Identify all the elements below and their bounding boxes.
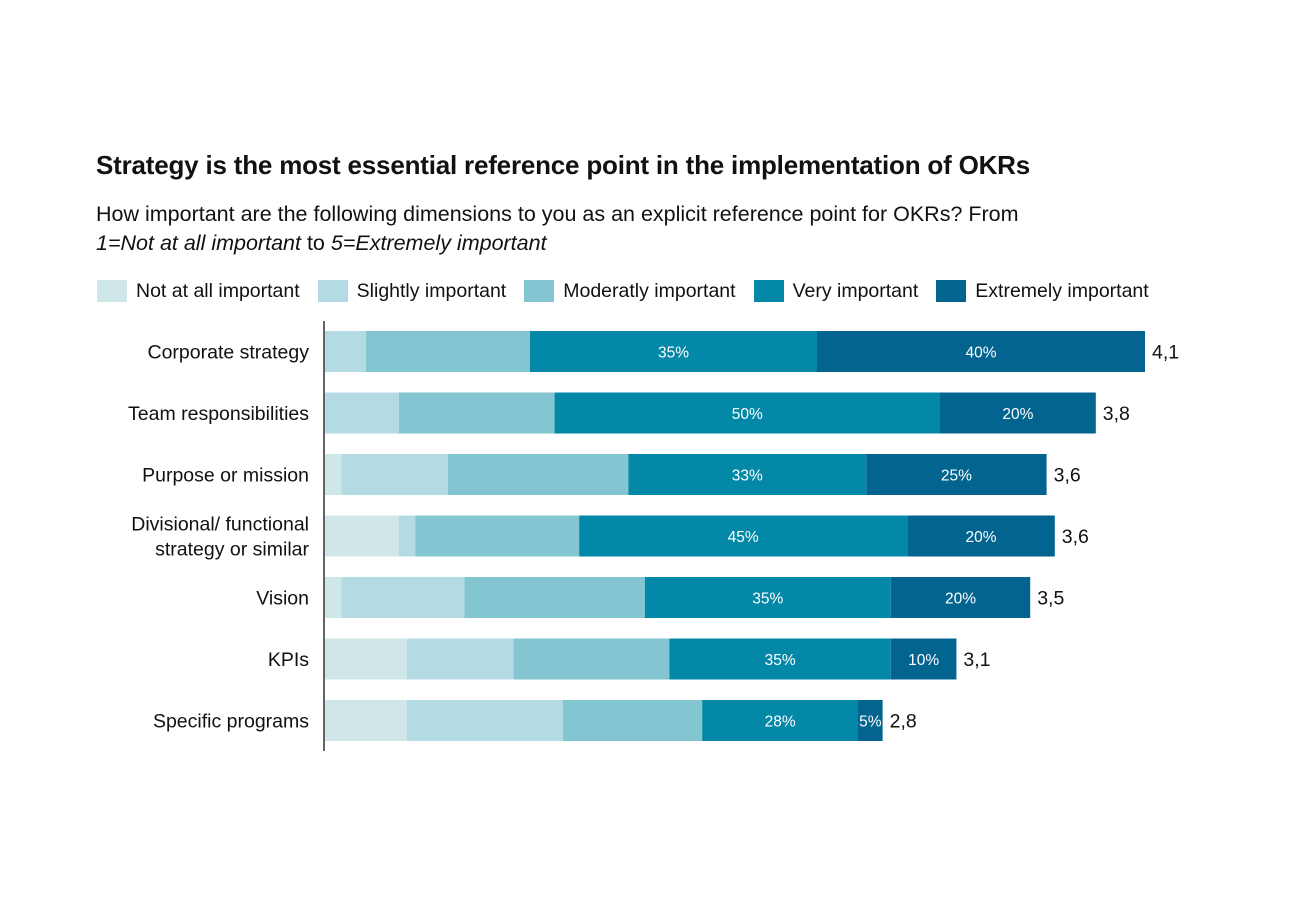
mean-score-label: 3,6	[1054, 465, 1081, 487]
legend-item-not-at-all-important: Not at all important	[97, 280, 300, 303]
mean-score-label: 3,1	[963, 649, 990, 671]
data-label: 35%	[752, 591, 783, 608]
legend-item-slightly-important: Slightly important	[317, 279, 507, 303]
bar-segment-slightly-important	[341, 454, 448, 495]
data-label: 50%	[732, 406, 763, 423]
category-label-line: strategy or similar	[155, 539, 309, 561]
data-label: 20%	[1002, 406, 1033, 423]
data-label: 20%	[965, 529, 996, 546]
legend-item-very-important: Very important	[753, 279, 919, 303]
bar-segment-not-at-all-important	[325, 638, 407, 680]
category-label: Purpose or mission	[142, 465, 309, 487]
category-label-line: Divisional/ functional	[131, 514, 309, 536]
bar-segment-moderatly-important	[513, 638, 670, 680]
bar-segment-extremely-important	[866, 454, 1047, 495]
bar-segment-very-important	[530, 331, 817, 372]
bar-segment-moderatly-important	[366, 331, 530, 372]
data-label: 35%	[658, 345, 689, 362]
bar-segment-slightly-important	[407, 638, 514, 680]
bar-segment-extremely-important	[890, 577, 1031, 618]
data-label: 40%	[965, 345, 996, 362]
data-label: 25%	[941, 468, 972, 485]
category-label: KPIs	[268, 649, 309, 671]
chart-title: Strategy is the most essential reference…	[96, 150, 1031, 180]
mean-score-label: 3,8	[1103, 403, 1130, 425]
mean-score-label: 2,8	[890, 711, 917, 733]
category-label: Vision	[256, 588, 309, 610]
category-label-line: Vision	[256, 588, 309, 610]
category-label: Team responsibilities	[128, 403, 309, 425]
bar-segment-very-important	[669, 638, 891, 680]
bar-segment-very-important	[702, 700, 858, 741]
bar-segment-extremely-important	[858, 700, 883, 741]
legend-swatch	[753, 280, 784, 302]
subtitle-scale-mid: to	[300, 231, 331, 255]
data-label: 5%	[859, 714, 882, 731]
subtitle-scale-low: 1=Not at all important	[96, 231, 301, 255]
bar-segment-moderatly-important	[398, 392, 555, 434]
category-label-line: Team responsibilities	[128, 403, 309, 425]
bar-segment-moderatly-important	[464, 577, 645, 618]
bar-segment-moderatly-important	[415, 515, 580, 557]
bar-segment-extremely-important	[817, 331, 1145, 372]
data-label: 35%	[765, 652, 796, 669]
bar-segment-slightly-important	[398, 515, 416, 557]
bar-segment-slightly-important	[325, 392, 399, 434]
legend-item-moderatly-important: Moderatly important	[524, 279, 736, 303]
legend-swatch	[936, 280, 967, 302]
mean-score-label: 3,5	[1037, 588, 1064, 610]
category-label-line: Specific programs	[153, 711, 309, 733]
category-label-line: Purpose or mission	[142, 465, 309, 487]
bar-segment-slightly-important	[407, 700, 563, 741]
category-label: Corporate strategy	[148, 342, 310, 364]
bar-segment-slightly-important	[341, 577, 465, 618]
mean-score-label: 3,6	[1062, 526, 1089, 548]
bar-segment-not-at-all-important	[325, 454, 342, 495]
bar-segment-very-important	[554, 392, 940, 434]
legend-label: Extremely important	[975, 279, 1149, 302]
legend-label: Very important	[792, 279, 919, 302]
legend-swatch	[317, 280, 348, 302]
data-label: 28%	[765, 714, 796, 731]
bar-segment-very-important	[579, 515, 908, 557]
subtitle-question: How important are the following dimensio…	[96, 202, 1019, 226]
legend-label: Slightly important	[356, 279, 507, 302]
bar-segment-extremely-important	[890, 638, 957, 680]
bar-segment-not-at-all-important	[325, 700, 407, 741]
chart-legend: Not at all important Slightly important Mo…	[97, 279, 1167, 303]
legend-item-extremely-important: Extremely important	[936, 279, 1149, 303]
category-label: Divisional/ functional strategy or simila…	[131, 514, 309, 561]
bar-segment-extremely-important	[907, 515, 1055, 557]
category-label: Specific programs	[153, 711, 309, 733]
mean-score-label: 4,1	[1152, 342, 1179, 364]
legend-swatch	[97, 280, 127, 302]
bar-segment-very-important	[644, 577, 891, 618]
data-label: 10%	[908, 652, 939, 669]
legend-label: Not at all important	[136, 279, 300, 302]
subtitle-scale-high: 5=Extremely important	[330, 231, 547, 255]
data-label: 45%	[728, 529, 759, 546]
category-label-line: Corporate strategy	[148, 342, 310, 364]
bar-segment-very-important	[628, 454, 867, 495]
legend-swatch	[524, 280, 555, 302]
bar-segment-slightly-important	[325, 331, 366, 372]
legend-label: Moderatly important	[563, 279, 736, 302]
bar-segment-moderatly-important	[448, 454, 629, 495]
bar-segment-extremely-important	[940, 392, 1096, 434]
category-label-line: KPIs	[268, 649, 309, 671]
bar-segment-not-at-all-important	[325, 577, 342, 618]
data-label: 33%	[732, 468, 763, 485]
bar-segment-moderatly-important	[562, 700, 703, 741]
bar-segment-not-at-all-important	[325, 515, 399, 557]
data-label: 20%	[945, 591, 976, 608]
chart-subtitle: How important are the following dimensio…	[96, 200, 1226, 258]
